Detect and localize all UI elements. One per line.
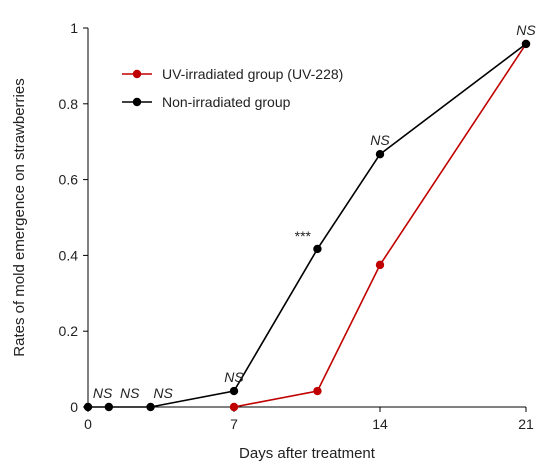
ns-label: NS bbox=[93, 385, 113, 401]
x-tick-label: 14 bbox=[372, 416, 388, 432]
legend-entry: Non-irradiated group bbox=[122, 94, 291, 110]
data-point bbox=[83, 402, 93, 412]
y-axis-title: Rates of mold emergence on strawberries bbox=[11, 78, 28, 356]
legend-marker bbox=[132, 69, 142, 79]
y-tick-label: 0 bbox=[70, 399, 78, 415]
legend: UV-irradiated group (UV-228) Non-irradiat… bbox=[122, 66, 343, 110]
legend-entry: UV-irradiated group (UV-228) bbox=[122, 66, 343, 82]
axes bbox=[87, 28, 526, 408]
x-axis-title: Days after treatment bbox=[239, 445, 376, 462]
series-non-irradiated bbox=[83, 39, 531, 412]
data-point bbox=[104, 402, 114, 412]
x-tick-label: 7 bbox=[230, 416, 238, 432]
ns-label: NS bbox=[224, 369, 244, 385]
ns-label: NS bbox=[516, 22, 536, 38]
data-point bbox=[375, 150, 385, 159]
y-tick-label: 0.8 bbox=[59, 96, 79, 112]
series-layer bbox=[83, 39, 531, 412]
data-point bbox=[521, 39, 531, 49]
data-point bbox=[375, 260, 385, 270]
legend-marker bbox=[132, 97, 142, 107]
annotations: NS NS NS NS *** NS NS bbox=[93, 22, 537, 401]
y-tick-label: 0.2 bbox=[59, 323, 79, 339]
x-tick-label: 0 bbox=[84, 416, 92, 432]
series-line bbox=[88, 43, 527, 408]
ns-label: NS bbox=[120, 385, 140, 401]
series-line bbox=[233, 43, 527, 408]
data-point bbox=[313, 244, 322, 254]
ns-label: NS bbox=[153, 385, 173, 401]
x-tick-label: 21 bbox=[518, 416, 534, 432]
y-tick-label: 0.4 bbox=[59, 247, 79, 263]
legend-label: UV-irradiated group (UV-228) bbox=[162, 66, 343, 82]
data-point bbox=[313, 386, 322, 396]
legend-label: Non-irradiated group bbox=[162, 94, 291, 110]
significance-marker: *** bbox=[295, 228, 312, 244]
ticks: 0 7 14 21 0 0.2 0.4 0.6 0.8 1 bbox=[59, 20, 534, 432]
y-tick-label: 0.6 bbox=[59, 172, 79, 188]
data-point bbox=[229, 386, 239, 396]
data-point bbox=[146, 402, 155, 412]
ns-label: NS bbox=[370, 132, 390, 148]
data-point bbox=[229, 402, 239, 412]
y-tick-label: 1 bbox=[70, 20, 78, 36]
